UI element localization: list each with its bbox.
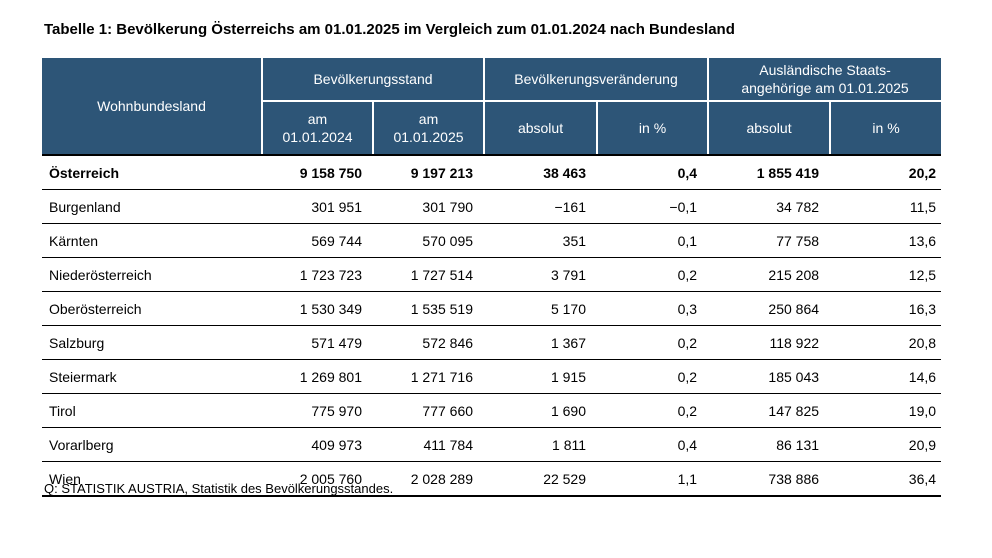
cell-value: 215 208 bbox=[708, 257, 831, 292]
cell-value: 0,3 bbox=[597, 291, 709, 326]
cell-value: 1 855 419 bbox=[708, 155, 831, 190]
cell-value: 0,2 bbox=[597, 325, 709, 360]
table-row: Salzburg 571 479 572 846 1 367 0,2 118 922 20,… bbox=[42, 325, 942, 360]
cell-value: 409 973 bbox=[262, 427, 373, 462]
cell-value: 1 269 801 bbox=[262, 359, 373, 394]
row-label: Tirol bbox=[42, 393, 262, 428]
cell-value: 13,6 bbox=[830, 223, 942, 258]
cell-value: 738 886 bbox=[708, 461, 831, 497]
cell-value: 0,2 bbox=[597, 393, 709, 428]
table-row: Oberösterreich 1 530 349 1 535 519 5 170 0,3… bbox=[42, 291, 942, 326]
cell-value: 775 970 bbox=[262, 393, 373, 428]
cell-value: 1 271 716 bbox=[373, 359, 485, 394]
row-label: Niederösterreich bbox=[42, 257, 262, 292]
cell-value: 3 791 bbox=[484, 257, 598, 292]
row-label: Steiermark bbox=[42, 359, 262, 394]
cell-value: 301 790 bbox=[373, 189, 485, 224]
table-body: Österreich 9 158 750 9 197 213 38 463 0,4 1 8… bbox=[42, 155, 942, 497]
cell-value: 22 529 bbox=[484, 461, 598, 497]
cell-value: 0,2 bbox=[597, 359, 709, 394]
cell-value: 20,9 bbox=[830, 427, 942, 462]
cell-value: 250 864 bbox=[708, 291, 831, 326]
table-row: Vorarlberg 409 973 411 784 1 811 0,4 86 131 20… bbox=[42, 427, 942, 462]
cell-value: 1 727 514 bbox=[373, 257, 485, 292]
cell-value: 11,5 bbox=[830, 189, 942, 224]
header-sub-row: am 01.01.2024 am 01.01.2025 absolut in %… bbox=[42, 100, 942, 156]
subheader-auslaendische-absolut: absolut bbox=[707, 100, 831, 156]
cell-value: 147 825 bbox=[708, 393, 831, 428]
cell-value: 1,1 bbox=[597, 461, 709, 497]
cell-value: 571 479 bbox=[262, 325, 373, 360]
cell-value: 572 846 bbox=[373, 325, 485, 360]
cell-value: 20,2 bbox=[830, 155, 942, 190]
cell-value: 0,4 bbox=[597, 427, 709, 462]
cell-value: 351 bbox=[484, 223, 598, 258]
row-label: Kärnten bbox=[42, 223, 262, 258]
group-header-bevoelkerungsveraenderung: Bevölkerungsveränderung bbox=[483, 58, 709, 101]
header-group-row: Wohnbundesland Bevölkerungsstand Bevölke… bbox=[42, 58, 942, 156]
source-note: Q: STATISTIK AUSTRIA, Statistik des Bevö… bbox=[44, 481, 394, 496]
cell-value: 1 367 bbox=[484, 325, 598, 360]
cell-value: 777 660 bbox=[373, 393, 485, 428]
cell-value: 1 535 519 bbox=[373, 291, 485, 326]
table-row: Wien 2 005 760 2 028 289 22 529 1,1 738 886 36… bbox=[42, 461, 942, 497]
cell-value: 185 043 bbox=[708, 359, 831, 394]
cell-value: 570 095 bbox=[373, 223, 485, 258]
table-title: Tabelle 1: Bevölkerung Österreichs am 01… bbox=[44, 21, 735, 38]
cell-value: 0,1 bbox=[597, 223, 709, 258]
cell-value: 77 758 bbox=[708, 223, 831, 258]
cell-value: 16,3 bbox=[830, 291, 942, 326]
cell-value: 9 197 213 bbox=[373, 155, 485, 190]
cell-value: 1 723 723 bbox=[262, 257, 373, 292]
subheader-stand-am-2025: am 01.01.2025 bbox=[371, 100, 485, 156]
cell-value: 14,6 bbox=[830, 359, 942, 394]
subheader-auslaendische-prozent: in % bbox=[829, 100, 942, 156]
cell-value: 38 463 bbox=[484, 155, 598, 190]
cell-value: 1 811 bbox=[484, 427, 598, 462]
row-label: Vorarlberg bbox=[42, 427, 262, 462]
cell-value: −161 bbox=[484, 189, 598, 224]
cell-value: 34 782 bbox=[708, 189, 831, 224]
row-label: Österreich bbox=[42, 155, 262, 190]
table-row: Kärnten 569 744 570 095 351 0,1 77 758 13,6 bbox=[42, 223, 942, 258]
row-label: Salzburg bbox=[42, 325, 262, 360]
table-row: Österreich 9 158 750 9 197 213 38 463 0,4 1 8… bbox=[42, 155, 942, 190]
cell-value: 12,5 bbox=[830, 257, 942, 292]
subheader-veraenderung-prozent: in % bbox=[596, 100, 709, 156]
population-table: Wohnbundesland Bevölkerungsstand Bevölke… bbox=[42, 58, 942, 497]
cell-value: 0,4 bbox=[597, 155, 709, 190]
table-row: Niederösterreich 1 723 723 1 727 514 3 791 0… bbox=[42, 257, 942, 292]
cell-value: 2 005 760 bbox=[262, 461, 373, 497]
cell-value: 569 744 bbox=[262, 223, 373, 258]
row-label: Wien bbox=[42, 461, 262, 497]
cell-value: 2 028 289 bbox=[373, 461, 485, 497]
cell-value: 1 690 bbox=[484, 393, 598, 428]
cell-value: 118 922 bbox=[708, 325, 831, 360]
cell-value: 301 951 bbox=[262, 189, 373, 224]
table-row: Steiermark 1 269 801 1 271 716 1 915 0,2 185 … bbox=[42, 359, 942, 394]
table-header: Wohnbundesland Bevölkerungsstand Bevölke… bbox=[42, 58, 942, 156]
table-row: Burgenland 301 951 301 790 −161 −0,1 34 782 11… bbox=[42, 189, 942, 224]
cell-value: 86 131 bbox=[708, 427, 831, 462]
cell-value: 5 170 bbox=[484, 291, 598, 326]
cell-value: 36,4 bbox=[830, 461, 942, 497]
cell-value: 411 784 bbox=[373, 427, 485, 462]
group-header-auslaendische-staatsangehoerige: Ausländische Staats- angehörige am 01.01… bbox=[707, 58, 942, 101]
cell-value: 1 915 bbox=[484, 359, 598, 394]
cell-value: −0,1 bbox=[597, 189, 709, 224]
subheader-stand-am-2024: am 01.01.2024 bbox=[261, 100, 373, 156]
cell-value: 1 530 349 bbox=[262, 291, 373, 326]
table-row: Tirol 775 970 777 660 1 690 0,2 147 825 19,0 bbox=[42, 393, 942, 428]
subheader-veraenderung-absolut: absolut bbox=[483, 100, 598, 156]
column-header-wohnbundesland: Wohnbundesland bbox=[42, 58, 262, 156]
cell-value: 0,2 bbox=[597, 257, 709, 292]
row-label: Burgenland bbox=[42, 189, 262, 224]
cell-value: 9 158 750 bbox=[262, 155, 373, 190]
cell-value: 20,8 bbox=[830, 325, 942, 360]
row-label: Oberösterreich bbox=[42, 291, 262, 326]
group-header-bevoelkerungsstand: Bevölkerungsstand bbox=[260, 58, 485, 101]
cell-value: 19,0 bbox=[830, 393, 942, 428]
